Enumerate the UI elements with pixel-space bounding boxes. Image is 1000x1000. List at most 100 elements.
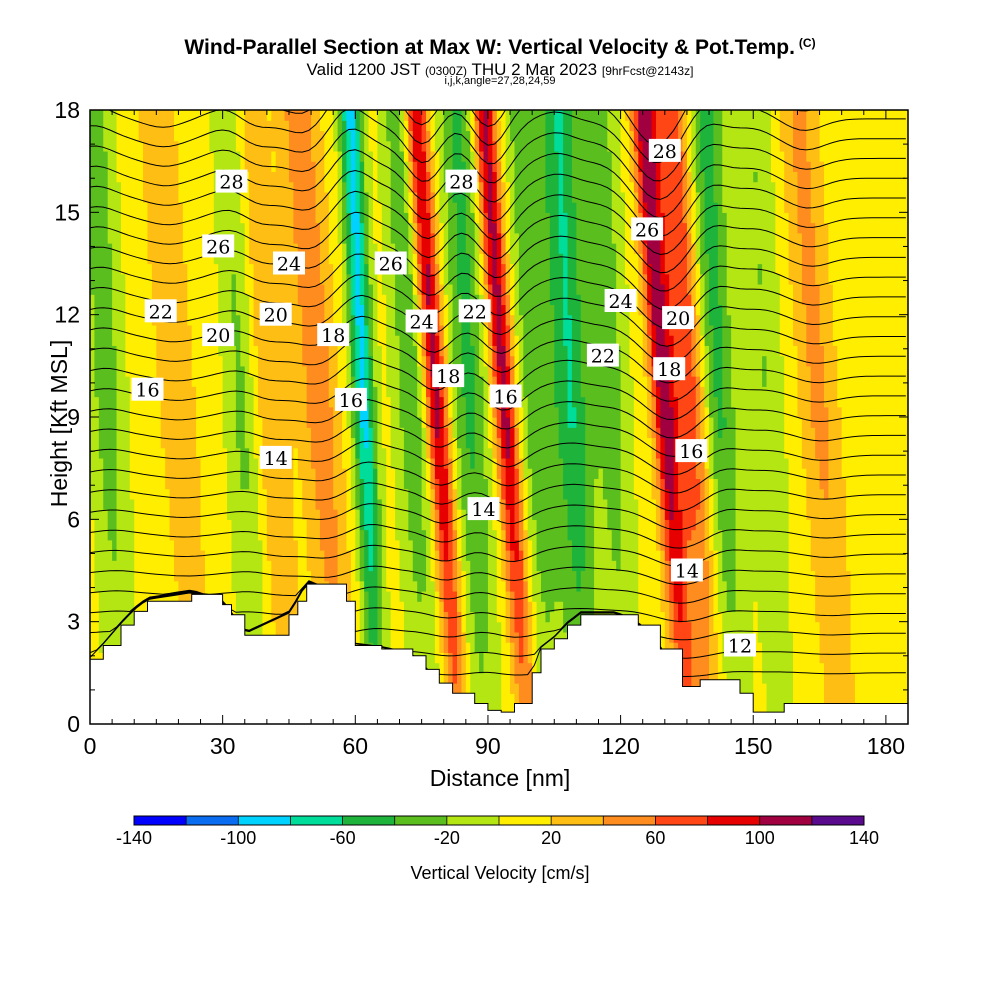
velocity-cell: [143, 110, 149, 121]
velocity-cell: [403, 427, 409, 439]
velocity-cell: [204, 171, 210, 183]
velocity-cell: [364, 263, 370, 275]
velocity-cell: [350, 437, 356, 449]
velocity-cell: [271, 437, 277, 449]
velocity-cell: [386, 601, 392, 613]
velocity-cell: [253, 550, 259, 561]
velocity-cell: [417, 273, 423, 285]
velocity-cell: [443, 406, 449, 418]
velocity-cell: [112, 601, 118, 613]
velocity-cell: [90, 611, 96, 623]
velocity-cell: [280, 130, 286, 142]
velocity-cell: [209, 304, 215, 316]
velocity-cell: [342, 120, 348, 132]
velocity-cell: [288, 273, 294, 285]
velocity-cell: [408, 417, 414, 428]
velocity-cell: [439, 273, 445, 285]
velocity-cell: [443, 590, 449, 602]
velocity-cell: [443, 110, 449, 121]
velocity-cell: [262, 488, 268, 500]
velocity-cell: [235, 294, 241, 306]
velocity-cell: [434, 529, 440, 541]
velocity-cell: [182, 232, 188, 244]
velocity-cell: [390, 406, 396, 418]
velocity-cell: [452, 437, 458, 449]
velocity-cell: [129, 365, 135, 377]
velocity-cell: [213, 386, 219, 398]
velocity-cell: [169, 457, 175, 469]
velocity-cell: [284, 488, 290, 500]
velocity-cell: [359, 304, 365, 316]
velocity-cell: [187, 324, 193, 336]
velocity-cell: [200, 191, 206, 203]
velocity-cell: [421, 191, 427, 203]
velocity-cell: [403, 642, 409, 653]
velocity-cell: [262, 110, 268, 121]
velocity-cell: [129, 222, 135, 234]
velocity-cell: [196, 396, 202, 408]
velocity-cell: [359, 191, 365, 203]
velocity-cell: [456, 601, 463, 613]
velocity-cell: [319, 110, 325, 121]
velocity-cell: [328, 314, 334, 326]
velocity-cell: [134, 488, 140, 500]
velocity-cell: [227, 519, 233, 531]
velocity-cell: [386, 355, 392, 367]
velocity-cell: [151, 457, 157, 469]
velocity-cell: [434, 478, 440, 490]
velocity-cell: [452, 488, 458, 500]
velocity-cell: [249, 427, 255, 439]
velocity-cell: [103, 386, 109, 398]
velocity-cell: [439, 580, 445, 592]
velocity-cell: [258, 263, 264, 275]
velocity-cell: [443, 509, 449, 520]
velocity-cell: [302, 550, 308, 561]
velocity-cell: [249, 140, 255, 152]
velocity-cell: [377, 222, 383, 234]
velocity-cell: [160, 509, 166, 520]
velocity-cell: [408, 283, 414, 295]
velocity-cell: [209, 570, 215, 582]
velocity-cell: [390, 580, 396, 592]
velocity-cell: [94, 642, 100, 653]
velocity-cell: [227, 273, 233, 285]
velocity-cell: [311, 171, 317, 183]
velocity-cell: [213, 478, 219, 490]
velocity-cell: [311, 243, 317, 254]
velocity-cell: [350, 232, 356, 244]
velocity-cell: [408, 519, 414, 531]
velocity-cell: [165, 570, 171, 582]
velocity-cell: [120, 376, 126, 387]
velocity-cell: [116, 509, 122, 520]
velocity-cell: [249, 539, 255, 551]
velocity-cell: [174, 590, 180, 602]
velocity-cell: [125, 509, 131, 520]
velocity-cell: [377, 550, 383, 561]
velocity-cell: [125, 417, 131, 428]
velocity-cell: [125, 120, 131, 132]
velocity-cell: [417, 355, 423, 367]
velocity-cell: [297, 345, 303, 357]
velocity-cell: [169, 202, 175, 213]
velocity-cell: [231, 376, 237, 387]
velocity-cell: [319, 191, 325, 203]
velocity-cell: [439, 478, 445, 490]
velocity-cell: [342, 509, 348, 520]
velocity-cell: [213, 120, 219, 132]
velocity-cell: [271, 283, 277, 295]
velocity-cell: [116, 447, 122, 459]
velocity-cell: [377, 191, 383, 203]
velocity-cell: [315, 529, 321, 541]
velocity-cell: [302, 478, 308, 490]
velocity-cell: [94, 253, 100, 265]
velocity-cell: [94, 110, 100, 121]
velocity-cell: [297, 478, 303, 490]
velocity-cell: [306, 161, 312, 172]
velocity-cell: [266, 417, 272, 428]
velocity-cell: [120, 539, 126, 551]
velocity-cell: [452, 355, 458, 367]
velocity-cell: [204, 498, 210, 510]
velocity-cell: [368, 406, 374, 418]
velocity-cell: [107, 529, 113, 541]
velocity-cell: [297, 457, 303, 469]
